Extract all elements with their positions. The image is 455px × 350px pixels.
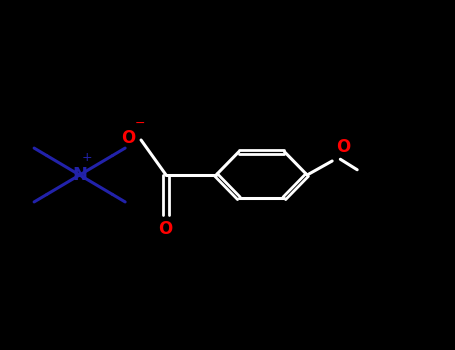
Text: O: O <box>336 138 350 156</box>
Text: −: − <box>134 117 145 130</box>
Text: O: O <box>158 220 172 238</box>
Text: +: + <box>81 151 92 164</box>
Text: N: N <box>72 166 87 184</box>
Text: O: O <box>121 129 135 147</box>
